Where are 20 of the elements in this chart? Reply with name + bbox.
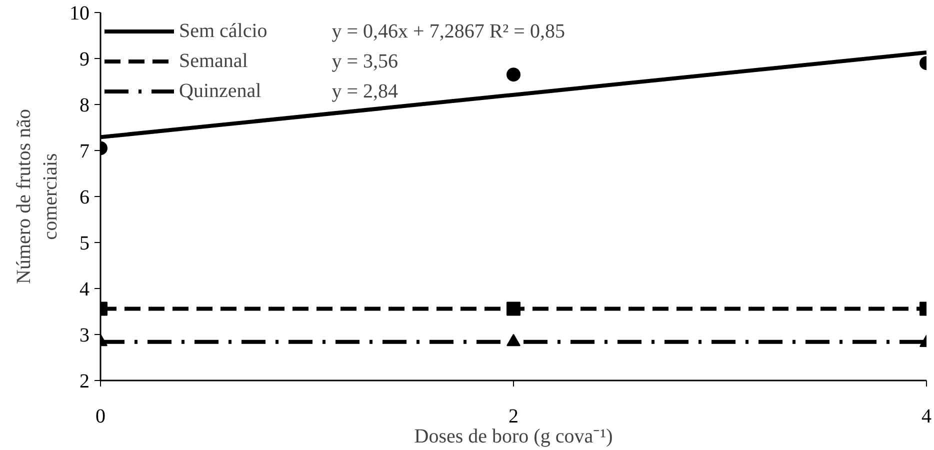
annotation: y = 2,84 — [332, 80, 398, 102]
x-tick-label: 0 — [96, 406, 106, 428]
x-tick-label: 4 — [922, 406, 932, 428]
y-tick-label: 9 — [80, 48, 90, 70]
legend-label: Semanal — [179, 48, 248, 74]
legend-label: Quinzenal — [179, 78, 262, 104]
annotation: y = 0,46x + 7,2867 R² = 0,85 — [332, 20, 565, 42]
y-tick-label: 4 — [80, 278, 90, 300]
legend-label: Sem cálcio — [179, 18, 268, 44]
y-tick-label: 10 — [70, 2, 90, 24]
y-tick-label: 5 — [80, 232, 90, 254]
x-tick-label: 2 — [508, 406, 518, 428]
y-tick-label: 6 — [80, 186, 90, 208]
y-tick-label: 7 — [80, 140, 90, 162]
y-tick-label: 2 — [80, 370, 90, 392]
y-tick-label: 8 — [80, 94, 90, 116]
x-axis-title: Doses de boro (g cova⁻¹) — [414, 426, 613, 448]
annotation: y = 3,56 — [332, 50, 398, 72]
y-tick-label: 3 — [80, 324, 90, 346]
y-axis-title: Número de frutos não comerciais — [13, 109, 62, 284]
